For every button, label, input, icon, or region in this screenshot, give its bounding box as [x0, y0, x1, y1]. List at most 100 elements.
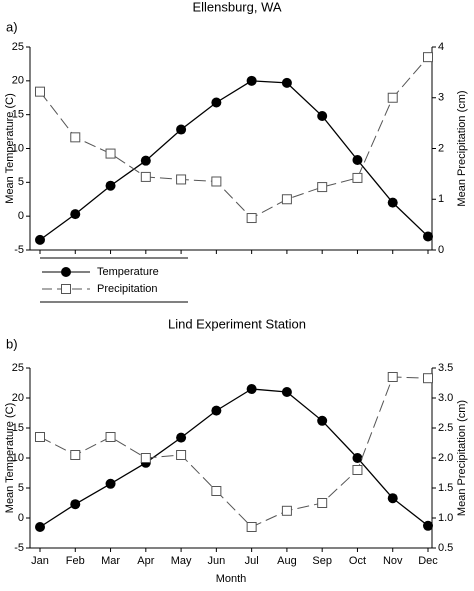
x-tick-label: Feb: [66, 555, 85, 567]
marker: [281, 77, 292, 88]
axes-frame: [29, 47, 433, 251]
x-tick-label: Nov: [383, 555, 403, 567]
chart-title: Ellensburg, WA: [192, 0, 281, 14]
legend-marker: [61, 267, 71, 277]
marker: [246, 384, 257, 394]
marker: [246, 522, 257, 532]
x-tick-label: May: [171, 555, 192, 567]
marker: [176, 124, 187, 135]
y-tick-label: 25: [12, 362, 24, 374]
y-tick-label: 15: [12, 109, 24, 121]
marker: [105, 180, 116, 191]
legend-label: Temperature: [97, 266, 159, 278]
legend-label: Precipitation: [97, 283, 158, 295]
marker: [70, 499, 81, 510]
panel-label: a): [6, 19, 18, 34]
marker: [35, 522, 45, 532]
legend-marker: [61, 284, 71, 294]
series-line: [39, 376, 429, 528]
x-tick-label: Apr: [137, 555, 154, 567]
y2-axis-label: Mean Precipitation (cm): [456, 90, 468, 206]
marker: [246, 75, 257, 86]
marker: [281, 505, 292, 516]
marker: [387, 92, 398, 103]
y2-tick-label: 3.5: [438, 362, 453, 374]
y2-tick-label: 0.5: [438, 542, 453, 554]
marker: [387, 493, 398, 504]
x-tick-label: Jan: [31, 555, 49, 567]
marker: [176, 174, 187, 185]
marker: [140, 155, 151, 166]
x-tick-label: Aug: [277, 555, 297, 567]
y-tick-label: -5: [14, 542, 24, 554]
y-tick-label: 10: [12, 142, 24, 154]
marker: [176, 450, 187, 460]
marker: [352, 465, 363, 475]
marker: [423, 231, 433, 242]
y2-tick-label: 4: [438, 41, 444, 53]
marker: [105, 148, 116, 159]
y-tick-label: 15: [12, 422, 24, 434]
y2-tick-label: 2.0: [438, 452, 453, 464]
y-axis-label: Mean Temperature (C): [4, 93, 16, 203]
marker: [423, 373, 433, 384]
marker: [211, 176, 222, 187]
y-tick-label: 0: [18, 210, 24, 222]
marker: [423, 520, 433, 531]
series-line: [39, 56, 429, 219]
y2-tick-label: 1.0: [438, 512, 453, 524]
y-tick-label: 0: [18, 512, 24, 524]
marker: [140, 171, 151, 182]
marker: [70, 209, 81, 220]
y-tick-label: 10: [12, 452, 24, 464]
marker: [211, 405, 222, 416]
marker: [211, 97, 222, 108]
x-axis-label: Month: [216, 573, 247, 585]
y2-tick-label: 0: [438, 244, 444, 256]
y-tick-label: 20: [12, 75, 24, 87]
x-tick-label: Jun: [207, 555, 225, 567]
marker: [35, 234, 45, 245]
marker: [423, 52, 433, 63]
marker: [176, 432, 187, 443]
marker: [246, 213, 257, 224]
series-line: [39, 388, 429, 528]
marker: [317, 498, 328, 508]
marker: [70, 132, 81, 143]
marker: [211, 486, 222, 496]
y-tick-label: -5: [14, 244, 24, 256]
y2-axis-label: Mean Precipitation (cm): [456, 400, 468, 516]
marker: [105, 432, 116, 442]
marker: [317, 415, 328, 426]
x-tick-label: Dec: [418, 555, 438, 567]
marker: [352, 155, 363, 166]
marker: [105, 478, 116, 489]
marker: [317, 182, 328, 193]
marker: [352, 172, 363, 183]
y-tick-label: 20: [12, 392, 24, 404]
chart-title: Lind Experiment Station: [168, 316, 306, 331]
y2-tick-label: 1: [438, 193, 444, 205]
y-tick-label: 25: [12, 41, 24, 53]
marker: [387, 197, 398, 208]
x-tick-label: Sep: [312, 555, 332, 567]
axes-frame: [29, 368, 433, 549]
series-line: [39, 80, 429, 241]
x-tick-label: Jul: [245, 555, 259, 567]
y2-tick-label: 3.0: [438, 392, 453, 404]
panel-label: b): [6, 336, 18, 351]
marker: [317, 111, 328, 122]
marker: [352, 453, 363, 463]
marker: [70, 450, 81, 460]
marker: [387, 372, 398, 382]
x-tick-label: Mar: [101, 555, 120, 567]
y-tick-label: 5: [18, 482, 24, 494]
marker: [35, 432, 45, 442]
y-axis-label: Mean Temperature (C): [4, 403, 16, 513]
marker: [35, 86, 45, 97]
y-tick-label: 5: [18, 176, 24, 188]
y2-tick-label: 2.5: [438, 422, 453, 434]
marker: [140, 453, 151, 463]
marker: [281, 387, 292, 397]
marker: [281, 194, 292, 205]
